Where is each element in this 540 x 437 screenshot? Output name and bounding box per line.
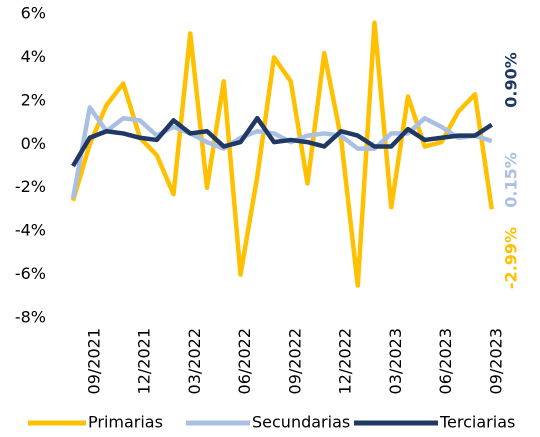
x-tick-label: 12/2021 [135,328,154,394]
x-tick-label: 09/2023 [486,328,505,394]
series-line [71,115,493,168]
series-line [70,20,494,288]
data-label: 0.90% [502,52,521,108]
series-line [70,105,493,199]
y-tick-label: -8% [15,308,46,327]
data-label: 0.15% [502,152,521,208]
y-tick-label: -6% [15,264,46,283]
y-tick-label: 0% [21,134,46,153]
y-tick-label: 2% [21,90,46,109]
y-tick-label: -2% [15,177,46,196]
x-tick-label: 03/2022 [185,328,204,394]
x-tick-label: 06/2023 [436,328,455,394]
legend-label: Terciarias [439,413,515,432]
y-tick-label: 4% [21,47,46,66]
y-tick-label: 6% [21,4,46,23]
legend-label: Secundarias [252,413,350,432]
legend-label: Primarias [88,413,163,432]
y-tick-label: -4% [15,221,46,240]
x-tick-label: 09/2021 [84,328,103,394]
x-tick-label: 09/2022 [285,328,304,394]
x-tick-label: 03/2023 [386,328,405,394]
x-tick-label: 12/2022 [336,328,355,394]
data-label: -2.99% [502,227,521,289]
x-tick-label: 06/2022 [235,328,254,394]
